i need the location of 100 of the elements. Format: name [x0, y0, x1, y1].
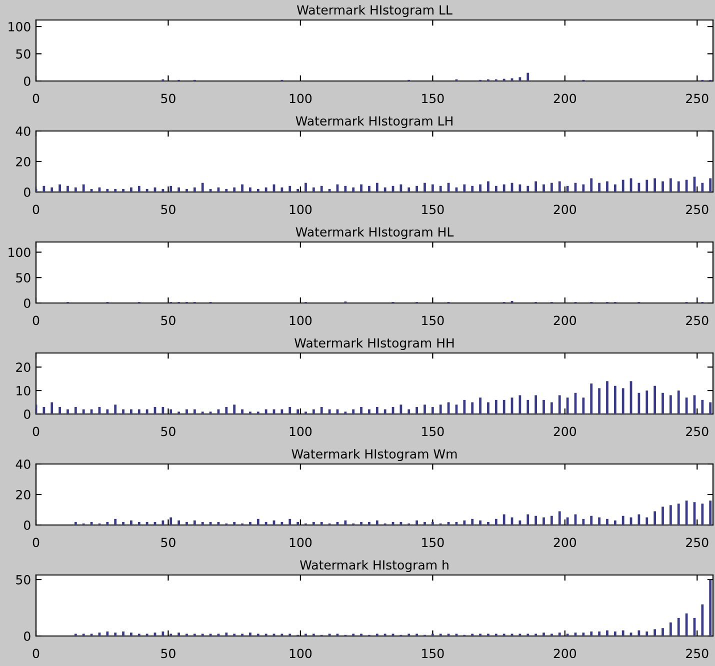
bar — [376, 406, 378, 414]
bar — [58, 184, 61, 192]
x-tick-label: 0 — [32, 426, 40, 436]
bar — [241, 409, 244, 414]
bar — [241, 184, 244, 192]
x-tick-label: 100 — [290, 538, 312, 548]
y-tick-label: 0 — [24, 76, 30, 86]
bar — [352, 409, 355, 414]
x-tick-label: 250 — [686, 426, 708, 436]
x-tick-label: 50 — [161, 204, 176, 214]
bar — [582, 518, 585, 525]
x-tick-label: 0 — [32, 316, 40, 326]
x-tick-label: 50 — [161, 94, 176, 104]
bar — [384, 187, 386, 192]
bar — [654, 178, 656, 192]
bar — [368, 522, 370, 525]
bar — [701, 400, 704, 414]
bar — [249, 522, 252, 525]
bar — [502, 514, 506, 525]
x-tick-label: 250 — [686, 648, 708, 658]
bar — [66, 409, 69, 414]
bar — [162, 406, 164, 414]
bar — [526, 400, 530, 414]
bar — [677, 181, 680, 192]
bar — [408, 187, 410, 192]
bar — [146, 188, 148, 192]
bar — [526, 514, 530, 525]
y-tick-label: 40 — [16, 459, 30, 469]
bar — [662, 392, 664, 414]
bar — [662, 181, 664, 192]
bar — [114, 404, 117, 414]
x-tick-label: 250 — [686, 94, 708, 104]
x-tick-label: 200 — [554, 94, 576, 104]
bar — [233, 187, 236, 192]
bar — [709, 178, 712, 192]
bar — [558, 181, 561, 192]
bar — [550, 402, 553, 414]
bar — [439, 186, 442, 192]
bar — [146, 409, 148, 414]
x-tick-label: 100 — [290, 648, 312, 658]
bar — [471, 402, 474, 414]
bar — [614, 631, 616, 636]
bar — [130, 187, 132, 192]
bar — [431, 522, 434, 525]
bar — [201, 182, 204, 192]
bar — [622, 180, 624, 192]
y-tick-label: 10 — [16, 386, 30, 396]
bar — [590, 384, 593, 414]
x-tick-label: 100 — [290, 316, 312, 326]
bar — [114, 188, 117, 192]
bar — [416, 406, 418, 414]
bar — [606, 630, 608, 636]
bar — [439, 404, 442, 414]
y-tick-label: 0 — [24, 187, 30, 197]
bar — [256, 518, 260, 525]
bar — [162, 631, 164, 636]
bar — [646, 517, 648, 525]
bar — [463, 520, 466, 525]
y-tick-label: 50 — [16, 574, 30, 584]
bar — [606, 518, 608, 525]
bar — [114, 518, 117, 525]
x-tick-label: 200 — [554, 316, 576, 326]
bar — [582, 184, 585, 192]
x-tick-label: 100 — [290, 426, 312, 436]
bar — [249, 187, 252, 192]
bar — [424, 404, 426, 414]
bar — [225, 188, 228, 192]
bar — [622, 516, 624, 525]
bar — [66, 186, 69, 192]
y-tick-label: 0 — [24, 520, 30, 530]
x-tick-label: 200 — [554, 648, 576, 658]
bar — [50, 402, 54, 414]
bar — [487, 181, 490, 192]
bar — [368, 186, 370, 192]
bar — [320, 186, 323, 192]
bar — [662, 628, 664, 636]
bar — [590, 631, 593, 636]
bar — [74, 522, 77, 525]
bar — [384, 409, 386, 414]
bar — [669, 622, 672, 636]
bar — [344, 520, 347, 525]
bar — [542, 184, 545, 192]
bar — [130, 520, 132, 525]
bar — [709, 500, 712, 525]
bar — [106, 522, 109, 525]
y-tick-label: 50 — [16, 273, 30, 283]
bar — [304, 182, 307, 192]
x-tick-label: 0 — [32, 538, 40, 548]
bar — [487, 402, 490, 414]
bar — [122, 409, 124, 414]
bar — [463, 400, 466, 414]
chart-title: Watermark HIstogram HL — [296, 226, 454, 240]
bar — [701, 504, 704, 525]
bar — [186, 522, 188, 525]
bar — [138, 409, 140, 414]
bar — [701, 182, 704, 192]
bar — [558, 632, 561, 636]
bar — [256, 188, 260, 192]
x-tick-label: 50 — [161, 426, 176, 436]
chart-title: Watermark HIstogram LH — [296, 116, 452, 128]
